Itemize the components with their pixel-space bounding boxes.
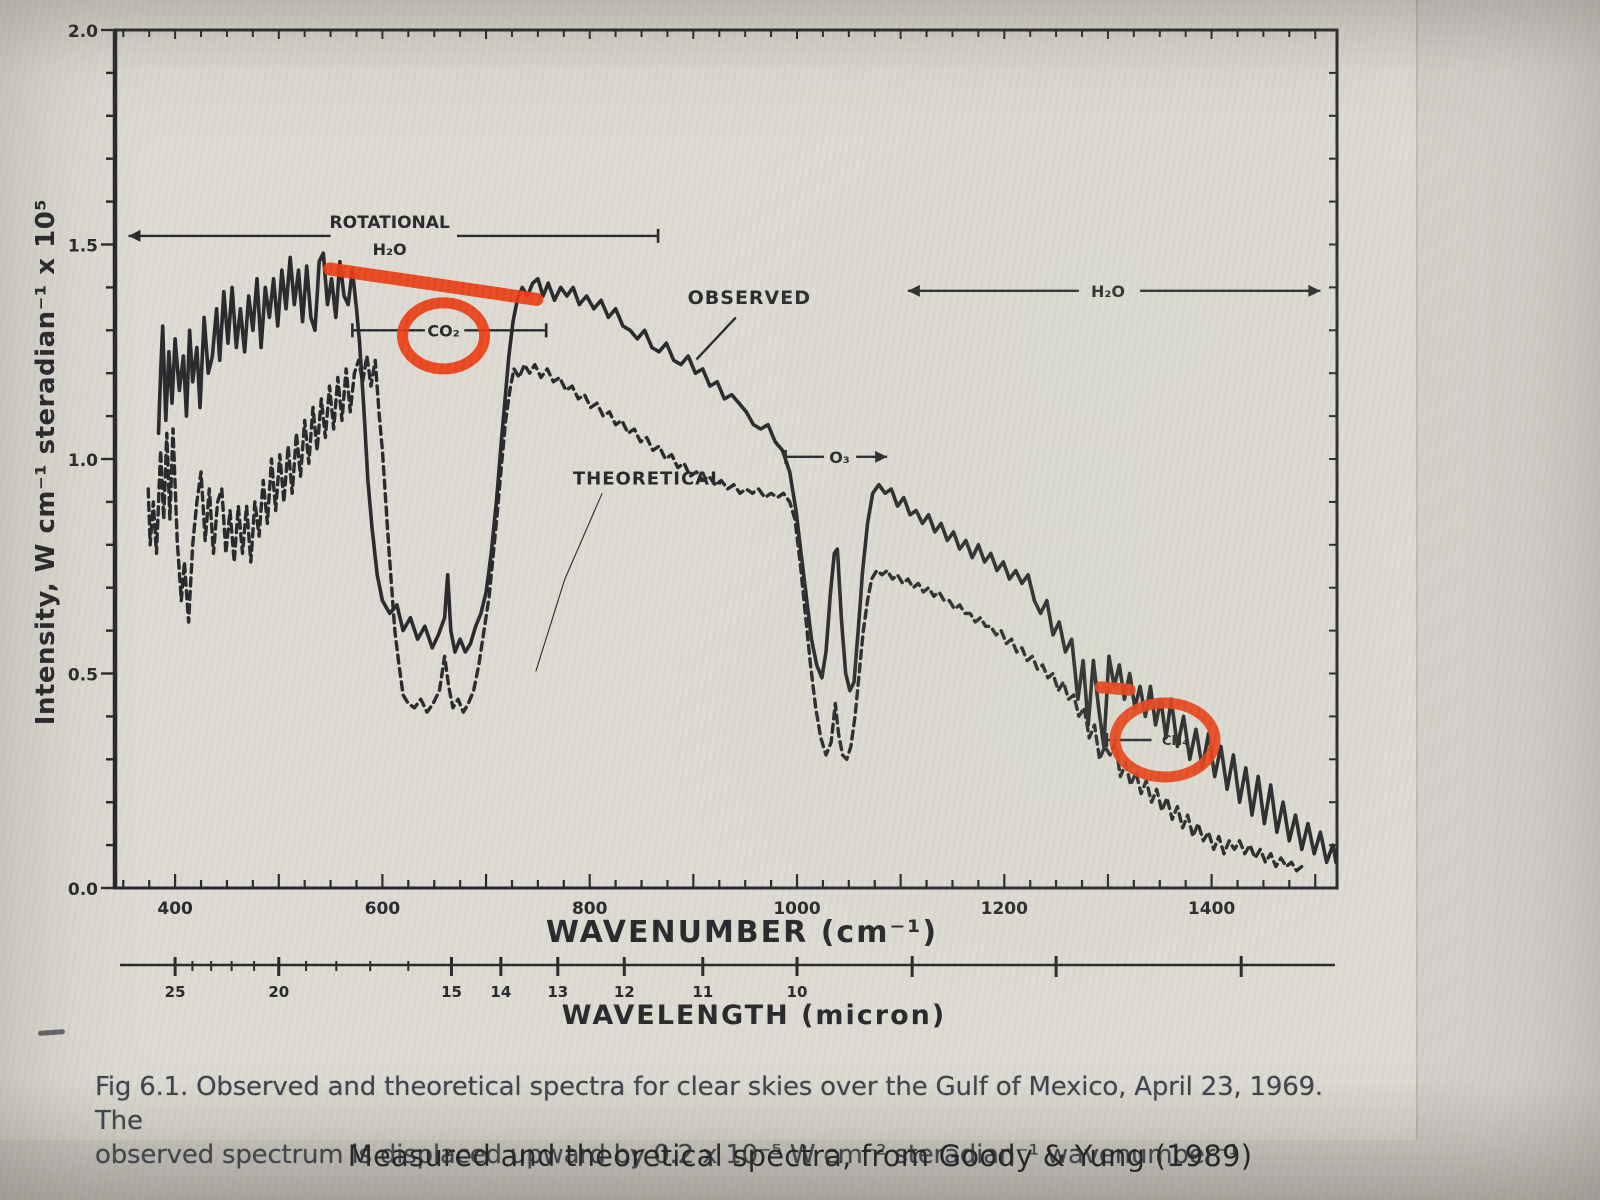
red-circle-ch4 (1109, 697, 1221, 783)
figure-caption-line1: Fig 6.1. Observed and theoretical spectr… (95, 1072, 1323, 1136)
h2o-band-left-arrow (907, 284, 920, 297)
h2o-band-right-arrow (1308, 284, 1321, 297)
wavelength-tick-label: 11 (692, 983, 713, 1001)
rotational-h2o-band-label2: H₂O (373, 240, 407, 259)
wavelength-tick-label: 13 (547, 983, 568, 1001)
wavelength-tick-label: 12 (614, 983, 635, 1001)
x-tick-label: 400 (157, 899, 193, 919)
rotational-h2o-band-left-arrow (128, 229, 141, 242)
y-axis-title: Intensity, W cm⁻¹ steradian⁻¹ x 10⁵ (31, 199, 61, 725)
x-tick-label: 600 (365, 899, 401, 919)
observed-label-leader (695, 316, 737, 361)
curve-theoretical (146, 354, 1304, 873)
wavelength-tick-label: 10 (787, 983, 808, 1001)
co2-band-label: CO₂ (427, 321, 459, 340)
x-tick-label: 1400 (1188, 899, 1235, 919)
theoretical-label-leader (535, 493, 603, 672)
red-line-rotational (323, 262, 544, 306)
y-tick-label: 1.0 (68, 451, 98, 471)
y-tick-label: 2.0 (68, 22, 98, 42)
wavelength-tick-label: 20 (268, 983, 289, 1001)
observed-label: OBSERVED (688, 287, 811, 309)
x2-axis-title: WAVELENGTH (micron) (562, 1000, 946, 1031)
figure-caption: Fig 6.1. Observed and theoretical spectr… (95, 1070, 1345, 1172)
slide-footer: Measured and theoretical spectra, from G… (347, 1139, 1253, 1173)
x-axis-title: WAVENUMBER (cm⁻¹) (546, 915, 938, 950)
o3-band-label: O₃ (829, 448, 850, 467)
h2o-band-label: H₂O (1091, 282, 1125, 301)
red-circle-co2 (397, 297, 491, 375)
y-tick-label: 0.0 (68, 880, 98, 900)
wavelength-tick-label: 14 (490, 983, 511, 1001)
page-edge-line (1416, 0, 1418, 1140)
plot-border (113, 28, 1339, 890)
x-tick-label: 1200 (981, 899, 1028, 919)
x-tick-label: 1000 (773, 899, 820, 919)
x-tick-label: 800 (572, 899, 608, 919)
theoretical-label: THEORETICAL (573, 468, 723, 489)
wavelength-tick-label: 25 (165, 983, 186, 1001)
y-tick-label: 0.5 (68, 666, 98, 686)
rotational-h2o-band-label: ROTATIONAL (330, 213, 450, 233)
y-tick-label: 1.5 (68, 237, 98, 257)
red-dash-ch4 (1094, 681, 1136, 696)
figure-caption-line2: observed spectrum is displaced upward by… (95, 1140, 1239, 1170)
curve-observed (156, 251, 1338, 865)
scanned-figure-paper (0, 0, 1418, 1140)
o3-band-right-arrow (875, 450, 888, 463)
wavelength-tick-label: 15 (441, 983, 462, 1001)
